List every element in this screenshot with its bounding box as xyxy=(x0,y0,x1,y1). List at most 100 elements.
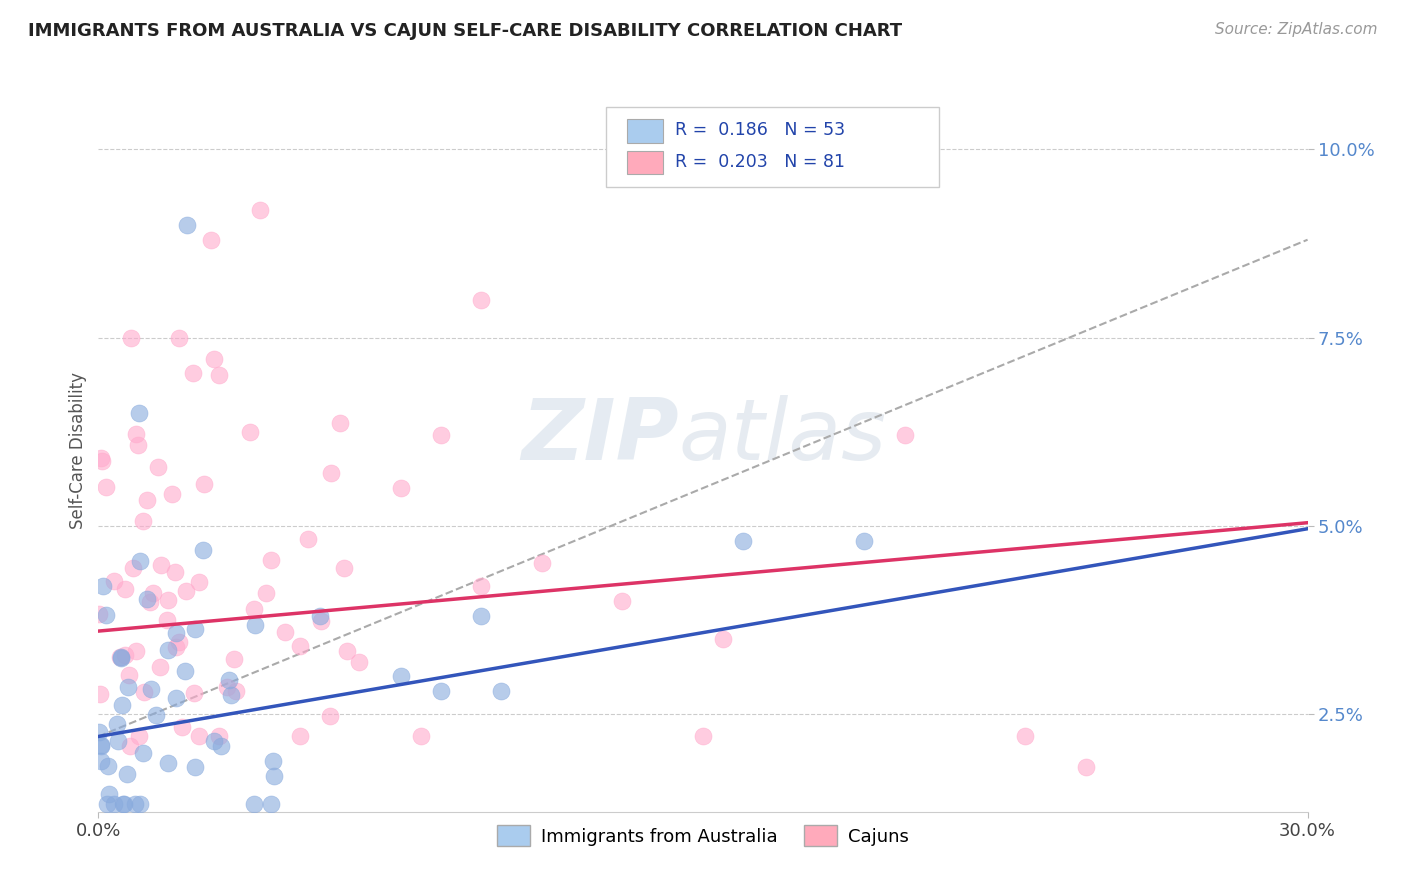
Point xyxy=(90,739,112,754)
Point xyxy=(262,754,284,768)
Point xyxy=(87,607,110,621)
Point xyxy=(165,565,187,579)
Point xyxy=(211,739,233,753)
Point xyxy=(136,592,159,607)
Text: atlas: atlas xyxy=(679,394,887,477)
Point xyxy=(174,584,197,599)
Point xyxy=(263,769,285,783)
Text: R =  0.203   N = 81: R = 0.203 N = 81 xyxy=(675,153,845,171)
Point xyxy=(117,667,139,681)
Point xyxy=(188,730,211,744)
Point xyxy=(470,579,492,593)
Point xyxy=(132,746,155,760)
Point xyxy=(170,721,193,735)
Point xyxy=(107,734,129,748)
Point xyxy=(260,797,283,812)
Point xyxy=(219,689,242,703)
Point xyxy=(612,594,634,608)
Point xyxy=(389,669,412,683)
Point xyxy=(470,609,492,624)
Point xyxy=(733,533,755,548)
Point xyxy=(165,691,187,706)
Point xyxy=(530,557,553,571)
Point xyxy=(165,626,187,640)
Point xyxy=(114,648,136,662)
Point xyxy=(167,330,190,344)
Point xyxy=(150,558,173,572)
Point xyxy=(136,493,159,508)
Point xyxy=(165,640,187,654)
Point xyxy=(115,767,138,781)
Point xyxy=(188,575,211,590)
Bar xyxy=(627,151,664,175)
Point xyxy=(162,487,184,501)
Point xyxy=(183,622,205,636)
Point xyxy=(105,717,128,731)
Point xyxy=(96,797,118,812)
Point xyxy=(202,734,225,748)
Point xyxy=(132,685,155,699)
Point xyxy=(156,592,179,607)
Point xyxy=(288,730,311,744)
Point xyxy=(332,561,354,575)
Text: Source: ZipAtlas.com: Source: ZipAtlas.com xyxy=(1215,22,1378,37)
Point xyxy=(124,797,146,812)
Point xyxy=(184,760,207,774)
Point xyxy=(128,797,150,812)
Point xyxy=(218,673,240,687)
Point xyxy=(191,543,214,558)
Legend: Immigrants from Australia, Cajuns: Immigrants from Australia, Cajuns xyxy=(491,818,915,854)
Point xyxy=(200,233,222,247)
Point xyxy=(148,459,170,474)
Point xyxy=(173,664,195,678)
Point xyxy=(89,725,111,739)
Point xyxy=(112,797,135,812)
Point xyxy=(311,615,333,629)
Point xyxy=(176,218,198,232)
Point xyxy=(110,651,132,665)
Point xyxy=(893,428,915,442)
Point xyxy=(309,609,332,624)
Point xyxy=(89,687,111,701)
Point xyxy=(409,730,432,744)
Point xyxy=(208,368,231,383)
Point xyxy=(389,481,412,495)
Point xyxy=(90,451,112,466)
Point xyxy=(108,650,131,665)
Point xyxy=(183,686,205,700)
Point xyxy=(90,738,112,752)
Point xyxy=(260,553,283,567)
Point xyxy=(96,608,118,623)
Point xyxy=(139,682,162,697)
Point xyxy=(97,759,120,773)
Point xyxy=(208,730,231,744)
Point xyxy=(193,476,215,491)
Point xyxy=(145,707,167,722)
Point xyxy=(128,730,150,744)
Point xyxy=(157,642,180,657)
Point xyxy=(125,426,148,441)
Point xyxy=(245,618,267,632)
Point xyxy=(169,635,191,649)
Point xyxy=(274,624,297,639)
Point xyxy=(222,651,245,665)
Point xyxy=(120,330,142,344)
Point xyxy=(853,533,876,548)
Point xyxy=(242,602,264,616)
Point xyxy=(117,680,139,694)
Text: R =  0.186   N = 53: R = 0.186 N = 53 xyxy=(675,121,845,139)
Point xyxy=(132,514,155,528)
Point xyxy=(249,202,271,217)
Point xyxy=(243,797,266,812)
Text: ZIP: ZIP xyxy=(522,394,679,477)
Point xyxy=(336,643,359,657)
Point xyxy=(1014,730,1036,744)
Point xyxy=(239,425,262,439)
Point xyxy=(1074,759,1097,773)
Point xyxy=(329,416,352,430)
Point xyxy=(157,756,180,771)
Point xyxy=(215,680,238,694)
Point xyxy=(254,585,277,599)
Point xyxy=(112,797,135,812)
Point xyxy=(103,797,125,812)
